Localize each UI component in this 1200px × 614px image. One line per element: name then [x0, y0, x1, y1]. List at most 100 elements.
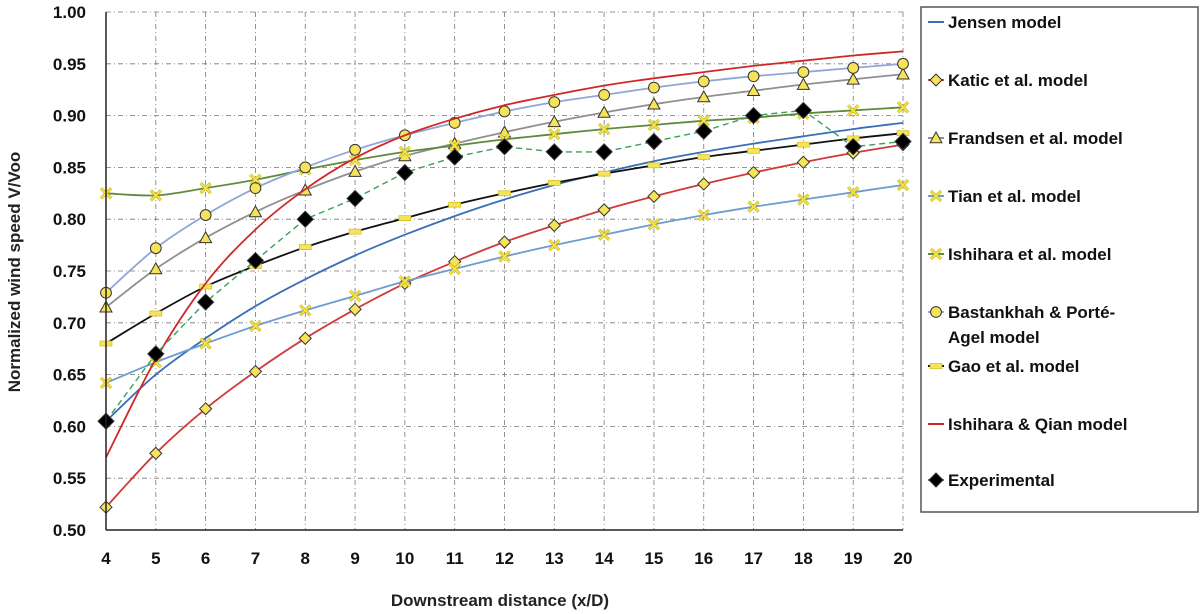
data-point [796, 155, 811, 169]
x-tick-label: 18 [794, 549, 813, 568]
data-point [497, 235, 512, 249]
data-point [348, 228, 362, 235]
legend-entry: Tian et al. model [928, 187, 1081, 206]
data-point [249, 319, 262, 333]
x-tick-label: 6 [201, 549, 210, 568]
data-point [598, 88, 611, 101]
series-bastankhah-port-agel-model [100, 57, 909, 299]
y-tick-label: 0.80 [53, 210, 86, 229]
data-point [248, 364, 263, 379]
data-point [498, 105, 511, 118]
data-point [348, 164, 362, 177]
data-point [149, 310, 163, 317]
data-point [498, 250, 511, 263]
data-point [149, 446, 163, 461]
data-point [199, 337, 212, 350]
x-tick-label: 4 [101, 549, 111, 568]
data-point [349, 143, 361, 156]
x-tick-label: 12 [495, 549, 514, 568]
data-point [497, 125, 512, 138]
data-point [896, 101, 910, 114]
data-point [199, 181, 212, 195]
data-point [648, 81, 660, 94]
y-tick-label: 0.75 [53, 262, 86, 281]
data-point [797, 141, 810, 148]
legend-label: Ishihara et al. model [948, 245, 1111, 264]
legend: Jensen model Katic et al. model Frandsen e… [920, 6, 1199, 513]
data-point [696, 89, 711, 103]
data-point [846, 72, 861, 85]
legend-entry: Ishihara & Qian model [928, 415, 1128, 434]
data-point [844, 137, 862, 156]
legend-swatch-marker [929, 247, 943, 261]
data-point [545, 143, 564, 161]
x-tick-label: 11 [446, 549, 464, 568]
data-point [547, 114, 562, 128]
series-line [105, 50, 904, 458]
data-point [445, 148, 464, 166]
legend-entry: Gao et al. model [928, 357, 1079, 376]
data-point [147, 345, 165, 363]
data-point [597, 203, 611, 217]
data-point [298, 331, 312, 346]
data-point [448, 139, 461, 152]
data-point [647, 118, 661, 132]
data-point [398, 145, 412, 159]
data-point [448, 201, 461, 208]
data-point [697, 154, 711, 160]
legend-box [920, 6, 1199, 513]
data-point [249, 173, 262, 186]
axes: 4 5 6 7 8 9 10 11 12 13 14 15 16 17 18 19 20 0.50 0.55 0.60… [53, 3, 913, 568]
data-point [495, 137, 514, 156]
data-point [547, 218, 562, 233]
data-point [896, 178, 910, 192]
data-point [847, 104, 860, 117]
data-point [697, 208, 710, 222]
data-point [249, 182, 262, 195]
data-point [548, 96, 561, 109]
legend-label: Gao et al. model [948, 357, 1079, 376]
data-point [597, 170, 611, 177]
series-layer [97, 50, 912, 514]
x-tick-label: 14 [595, 549, 614, 568]
legend-label: Bastankhah & Porté- [948, 303, 1115, 322]
series-frandsen-et-al-model [99, 67, 910, 313]
data-point [346, 189, 364, 208]
data-point [647, 162, 661, 169]
y-tick-label: 0.70 [53, 314, 86, 333]
data-point [645, 132, 663, 151]
legend-entry: Ishihara et al. model [928, 245, 1111, 264]
legend-swatch-marker [929, 130, 943, 144]
legend-swatch-marker [928, 472, 944, 488]
data-point [448, 262, 461, 276]
x-tick-label: 8 [301, 549, 310, 568]
data-point [797, 66, 810, 78]
data-point [548, 238, 561, 252]
data-point [398, 275, 412, 288]
legend-label: Ishihara & Qian model [948, 415, 1128, 434]
series-jensen-model [105, 122, 904, 422]
data-point [348, 302, 362, 317]
legend-entry: Bastankhah & Porté- Agel model [928, 303, 1115, 347]
x-tick-label: 20 [894, 549, 913, 568]
x-tick-label: 7 [251, 549, 260, 568]
data-point [695, 122, 713, 140]
data-point [647, 218, 661, 231]
y-tick-label: 0.50 [53, 521, 86, 540]
x-tick-label: 13 [545, 549, 564, 568]
legend-entry: Katic et al. model [928, 71, 1088, 90]
series-ishihara-qian-model [105, 50, 904, 458]
data-point [198, 230, 213, 244]
data-point [248, 204, 263, 218]
x-axis-title: Downstream distance (x/D) [391, 591, 609, 610]
x-tick-label: 19 [844, 549, 863, 568]
legend-label: Katic et al. model [948, 71, 1088, 90]
data-point [697, 177, 711, 191]
legend-swatch-marker [929, 73, 943, 87]
data-point [246, 251, 265, 270]
legend-label: Experimental [948, 471, 1055, 490]
data-point [897, 57, 909, 70]
data-point [647, 97, 661, 110]
y-tick-label: 0.85 [53, 158, 86, 177]
